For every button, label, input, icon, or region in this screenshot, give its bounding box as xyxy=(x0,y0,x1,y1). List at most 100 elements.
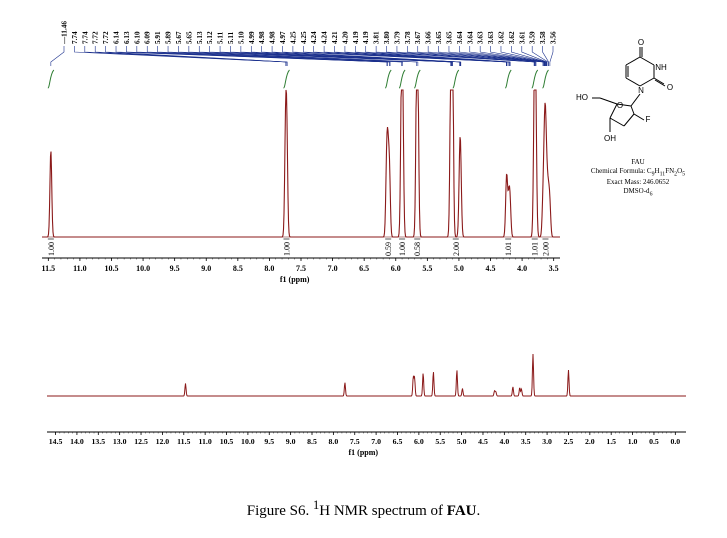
expanded-spectrum-panel: 1.00 1.00 0.59 1.00 0.58 2.00 1.01 1.01 2.0011.5… xyxy=(42,21,560,284)
peak-label: 6.13 xyxy=(123,31,131,44)
bond xyxy=(623,113,635,127)
x-tick-label: 3.0 xyxy=(542,437,552,446)
x-tick-label: 6.0 xyxy=(414,437,424,446)
spectrum-line xyxy=(42,89,560,238)
x-tick-label: 11.0 xyxy=(199,437,212,446)
peak-label: 4.98 xyxy=(258,31,266,44)
peak-label: 6.09 xyxy=(144,31,152,44)
bond xyxy=(616,103,632,107)
peak-leader xyxy=(50,46,65,66)
x-axis-label: f1 (ppm) xyxy=(349,448,379,457)
peak-leader xyxy=(146,46,391,66)
figure-caption: Figure S6. 1H NMR spectrum of FAU. xyxy=(246,498,481,519)
x-tick-label: 4.5 xyxy=(486,264,496,273)
integral-curve xyxy=(398,69,406,89)
peak-label: 3.62 xyxy=(497,31,505,44)
hydroxyl-label: HO xyxy=(576,93,588,102)
compound-name: FAU xyxy=(631,158,645,166)
peak-leader xyxy=(365,46,511,66)
carbonyl-bond xyxy=(654,79,666,87)
peak-label: 5.65 xyxy=(185,31,193,44)
peak-leader xyxy=(323,46,508,66)
x-tick-label: 0.5 xyxy=(649,437,659,446)
x-tick-label: 10.0 xyxy=(241,437,255,446)
bond xyxy=(639,56,655,66)
peak-label: 3.63 xyxy=(487,31,495,44)
bond xyxy=(625,77,641,87)
peak-leader xyxy=(490,46,546,66)
peak-label: 7.72 xyxy=(102,31,110,44)
x-tick-label: 3.5 xyxy=(549,264,559,273)
x-tick-label: 9.0 xyxy=(201,264,211,273)
peak-label: 4.97 xyxy=(279,31,287,44)
peak-leader xyxy=(105,46,288,66)
integral-curve xyxy=(47,69,55,89)
spectrum-line xyxy=(47,353,686,397)
oxygen-label: O xyxy=(667,83,673,92)
integral-value: 2.00 xyxy=(541,242,550,256)
x-axis-label: f1 (ppm) xyxy=(280,275,310,284)
peak-leader xyxy=(167,46,404,66)
peak-label: 3.56 xyxy=(550,31,558,44)
peak-leader xyxy=(427,46,544,66)
x-tick-label: 8.0 xyxy=(328,437,338,446)
peak-leader xyxy=(386,46,536,66)
x-tick-label: 7.5 xyxy=(296,264,306,273)
x-tick-label: 10.5 xyxy=(104,264,118,273)
peak-leader xyxy=(511,46,547,66)
x-tick-label: 13.0 xyxy=(113,437,127,446)
x-tick-label: 3.5 xyxy=(521,437,531,446)
x-tick-label: 12.5 xyxy=(134,437,148,446)
exact-mass: Exact Mass: 246.0652 xyxy=(606,178,670,187)
peak-leader xyxy=(469,46,546,66)
x-tick-label: 8.5 xyxy=(233,264,243,273)
peak-label: 3.63 xyxy=(477,31,485,44)
bond xyxy=(609,117,625,127)
molecule-info: FAU Chemical Formula: C9H11FN2O5 Exact M… xyxy=(548,158,727,199)
bond xyxy=(609,103,618,119)
peak-label: 5.91 xyxy=(154,31,162,44)
peak-label: 3.79 xyxy=(393,31,401,44)
peak-leader xyxy=(407,46,537,66)
x-tick-label: 4.0 xyxy=(517,264,527,273)
peak-label: 5.11 xyxy=(217,31,225,44)
integral-value: 0.59 xyxy=(384,242,393,256)
chemical-formula: Chemical Formula: C9H11FN2O5 xyxy=(590,166,686,177)
peak-label: 4.24 xyxy=(310,31,318,44)
x-tick-label: 11.5 xyxy=(42,264,56,273)
x-tick-label: 6.5 xyxy=(393,437,403,446)
bond xyxy=(625,56,641,66)
peak-label: 4.20 xyxy=(341,31,349,44)
peak-label: 5.13 xyxy=(196,31,204,44)
peak-label: 3.78 xyxy=(404,31,412,44)
nh-label: NH xyxy=(655,63,667,72)
bond xyxy=(630,105,635,115)
peak-leader xyxy=(261,46,461,66)
integral-curve xyxy=(384,69,392,89)
peak-label: 3.58 xyxy=(539,31,547,44)
x-tick-label: 5.5 xyxy=(422,264,432,273)
integral-value: 1.00 xyxy=(47,242,56,256)
x-tick-label: 9.5 xyxy=(170,264,180,273)
peak-label: 4.25 xyxy=(289,31,297,44)
hydroxyl-label: OH xyxy=(604,134,616,143)
integral-value: 2.00 xyxy=(452,242,461,256)
full-spectrum-panel: 14.5 14.0 13.5 13.0 12.5 12.0 11.5 11.0 10.5 10.0… xyxy=(47,353,686,457)
integral-value: 1.01 xyxy=(504,242,513,256)
x-tick-label: 9.5 xyxy=(264,437,274,446)
peak-label: 3.62 xyxy=(508,31,516,44)
x-tick-label: 11.5 xyxy=(177,437,190,446)
peak-label: 4.99 xyxy=(248,31,256,44)
nitrogen-label: N xyxy=(638,86,644,95)
peak-label: 4.19 xyxy=(362,31,370,44)
peak-label: 3.61 xyxy=(518,31,526,44)
peak-label: 7.72 xyxy=(92,31,100,44)
bond xyxy=(599,97,618,105)
x-tick-label: 4.5 xyxy=(478,437,488,446)
peak-leader xyxy=(448,46,545,66)
peak-label: 4.19 xyxy=(352,31,360,44)
peak-leader xyxy=(271,46,461,66)
oxygen-label: O xyxy=(638,38,644,47)
x-tick-label: 14.0 xyxy=(70,437,84,446)
